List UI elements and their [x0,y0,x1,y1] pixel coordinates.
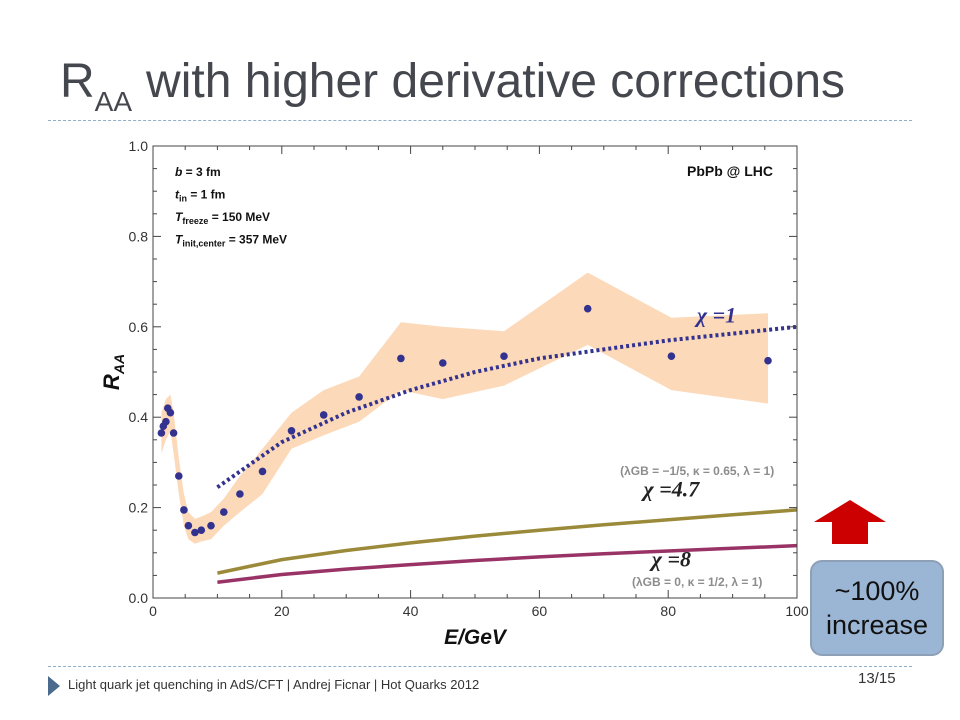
data-point [207,521,215,530]
data-point [500,352,508,360]
title-divider [48,120,912,121]
parameter-subscript: in [179,194,187,204]
parameter-symbol: t [175,188,180,202]
curve-series-2 [217,543,798,584]
data-point [184,521,193,530]
callout-line-1: ~100% [834,576,920,606]
title-text: with higher derivative corrections [146,55,846,108]
x-tick-label: 40 [403,603,419,619]
chi8-label: χ =8 [649,546,691,571]
gb-params-lower: (λGB = 0, κ = 1/2, λ = 1) [632,575,762,589]
y-axis-label: RAA [99,354,127,390]
data-point [169,429,178,437]
data-point [287,427,296,435]
data-point [764,356,772,365]
data-point [355,393,363,401]
data-point [175,472,183,480]
data-point [439,359,447,367]
y-axis-label-subscript: AA [111,354,127,375]
gb-params-upper: (λGB = −1/5, κ = 0.65, λ = 1) [620,464,774,478]
y-tick-label: 0.2 [129,500,149,516]
x-tick-label: 0 [149,603,157,619]
parameter-subscript: freeze [182,216,208,226]
y-tick-label: 0.8 [129,228,149,244]
parameter-symbol: b [175,165,182,179]
data-point [162,417,170,426]
y-tick-label: 0.4 [129,409,149,425]
x-tick-label: 100 [785,603,809,619]
data-point [236,490,244,498]
data-point [258,467,267,476]
data-point [667,352,676,360]
parameter-value: = 3 fm [182,165,220,179]
parameter-value: = 150 MeV [208,210,270,224]
x-tick-label: 60 [532,603,548,619]
parameter-symbol: T [175,233,184,247]
data-point [583,304,592,313]
x-tick-label: 20 [274,603,290,619]
title-subscript: AA [94,86,133,117]
data-point [397,354,405,363]
title-r: R [60,55,95,108]
footer-divider [48,666,912,667]
parameter-line: b = 3 fm [175,165,221,179]
parameter-line: Tinit,center = 357 MeV [175,233,287,249]
footer-text: Light quark jet quenching in AdS/CFT | A… [68,677,480,692]
parameter-value: = 357 MeV [225,233,287,247]
data-point [191,528,199,537]
data-point [180,506,188,514]
data-point [157,429,166,437]
chi1-label: χ =1 [694,302,736,327]
parameter-symbol: T [175,210,184,224]
y-tick-label: 1.0 [129,138,149,154]
x-axis-label: E/GeV [444,626,508,649]
parameter-line: Tfreeze = 150 MeV [175,210,270,226]
increase-callout: ~100% increase [810,560,944,656]
y-tick-label: 0.0 [129,590,149,606]
data-point [197,526,206,534]
chart-svg: 0 20 40 60 80 100 0.0 0.2 0.4 0.6 0.8 1.0 E/GeV RAA b … [99,138,809,649]
callout-line-2: increase [825,610,929,640]
slide-title: RAA with higher derivative corrections [60,52,845,132]
parameter-subscript: init,center [182,239,226,249]
uncertainty-band [161,272,768,544]
parameter-line: tin = 1 fm [175,188,225,204]
data-point [319,411,328,419]
system-label: PbPb @ LHC [687,163,773,179]
x-tick-label: 80 [660,603,676,619]
up-arrow-icon [814,500,886,544]
curve-series-0 [216,324,798,489]
page-number: 13/15 [858,670,896,687]
data-point [220,508,228,516]
y-tick-label: 0.6 [129,319,149,335]
chi47-label: χ =4.7 [641,476,701,501]
parameter-value: = 1 fm [187,188,225,202]
data-point [166,408,175,417]
curve-series-1 [217,508,798,575]
footer-bullet-icon [48,676,60,696]
